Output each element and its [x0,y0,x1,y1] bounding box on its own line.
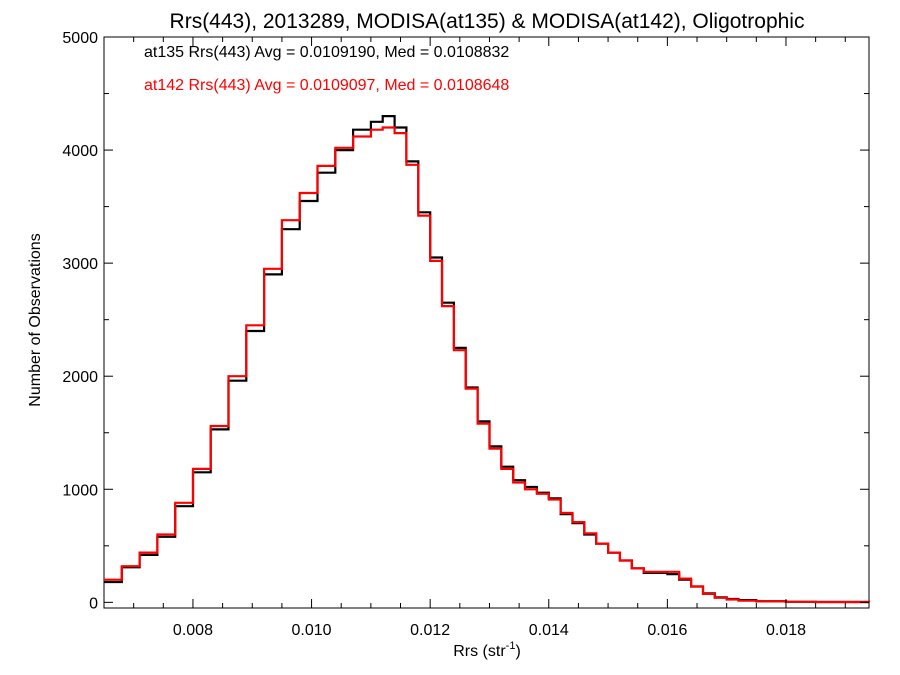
plot-frame [103,36,870,609]
legend-entry-at135: at135 Rrs(443) Avg = 0.0109190, Med = 0.… [144,44,509,61]
series-at135-line [104,115,871,604]
series-at142-line [104,126,871,604]
y-tick-label: 3000 [62,256,98,273]
x-tick-label: 0.016 [647,622,687,639]
x-axis-label-main: Rrs (str [453,643,506,660]
series-layer [104,115,871,604]
y-tick-label: 1000 [62,482,98,499]
chart-title: Rrs(443), 2013289, MODISA(at135) & MODIS… [170,10,805,33]
x-tick-label: 0.014 [529,622,569,639]
y-tick-label: 2000 [62,369,98,386]
x-tick-label: 0.018 [766,622,806,639]
plot-area: 0.008 0.010 0.012 0.014 0.016 0.018 0 1000 2000 3… [62,30,871,639]
y-tick-label: 0 [89,595,98,612]
x-axis-label-end: ) [515,643,520,660]
x-axis-label-superscript: -1 [506,640,516,652]
y-tick-label: 4000 [62,143,98,160]
x-axis-label: Rrs (str-1) [453,640,521,660]
legend: at135 Rrs(443) Avg = 0.0109190, Med = 0.… [144,44,509,94]
legend-entry-at142: at142 Rrs(443) Avg = 0.0109097, Med = 0.… [144,77,509,94]
x-tick-label: 0.012 [410,622,450,639]
x-tick-label: 0.008 [173,622,213,639]
y-axis-label: Number of Observations [27,233,44,406]
y-tick-label: 5000 [62,30,98,47]
ticks-layer: 0.008 0.010 0.012 0.014 0.016 0.018 0 1000 2000 3… [62,30,869,639]
x-tick-label: 0.010 [292,622,332,639]
